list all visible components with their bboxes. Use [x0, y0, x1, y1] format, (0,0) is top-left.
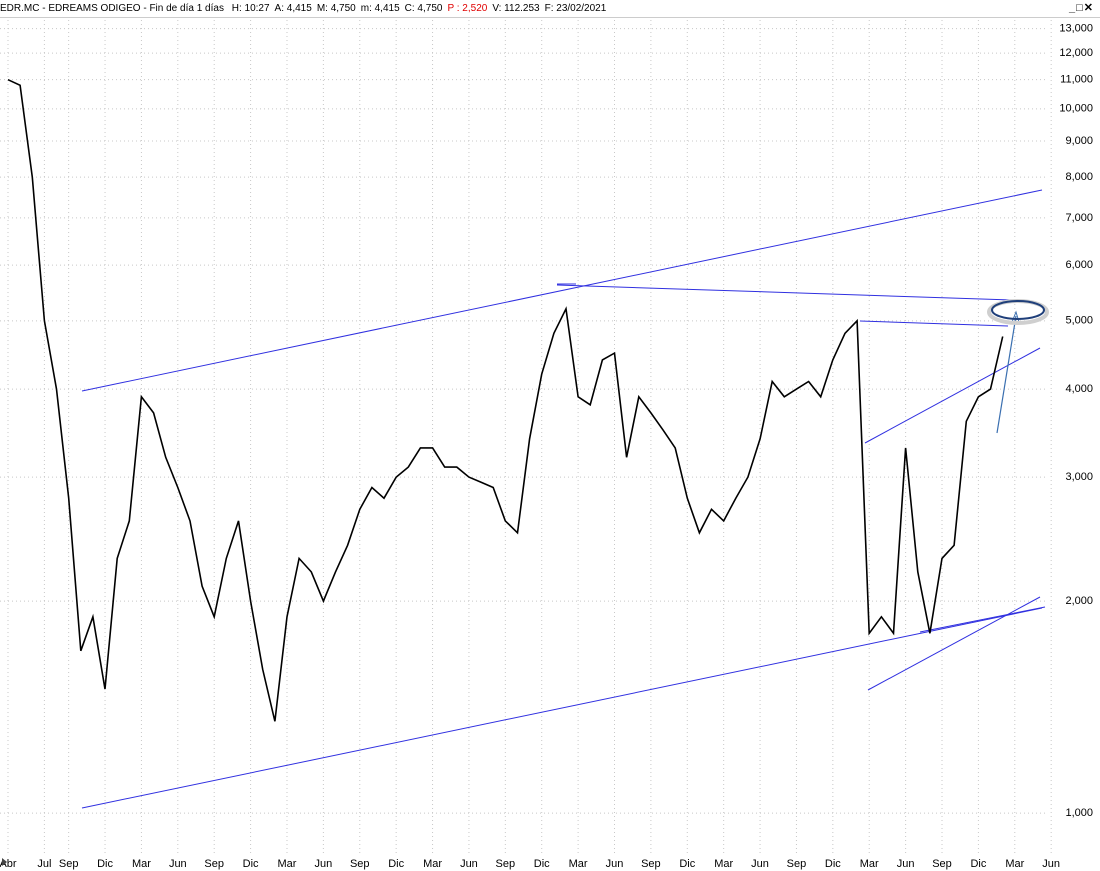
info-item: F: 23/02/2021 — [544, 3, 607, 14]
x-tick-label: Jun — [315, 858, 333, 870]
x-tick-label: Mar — [278, 858, 297, 870]
info-item: M: 4,750 — [316, 3, 356, 14]
y-tick-label: 8,000 — [1065, 171, 1093, 183]
x-tick-label: Jul — [37, 858, 51, 870]
highlight — [991, 300, 1045, 320]
x-tick-label: Dic — [825, 858, 841, 870]
x-tick-label: Jun — [897, 858, 915, 870]
x-tick-label: Sep — [59, 858, 79, 870]
x-tick-label: Sep — [204, 858, 224, 870]
info-item: m: 4,415 — [360, 3, 400, 14]
x-tick-label: Jun — [169, 858, 187, 870]
x-tick-label: Dic — [970, 858, 986, 870]
trendline — [556, 284, 1013, 301]
x-tick-label: Mar — [423, 858, 442, 870]
info-item: C: 4,750 — [404, 3, 443, 14]
y-tick-label: 9,000 — [1065, 135, 1093, 147]
info: H: 10:27 A: 4,415 M: 4,750 m: 4,415 C: 4,750… — [232, 3, 612, 14]
y-tick-label: 3,000 — [1065, 471, 1093, 483]
y-tick-label: 1,000 — [1065, 807, 1093, 819]
trendlines — [81, 189, 1049, 809]
x-tick-label: Jun — [751, 858, 769, 870]
x-tick-label: Sep — [496, 858, 516, 870]
y-tick-label: 7,000 — [1065, 212, 1093, 224]
x-tick-label: Jun — [606, 858, 624, 870]
trendline — [81, 607, 1043, 809]
y-tick-label: 11,000 — [1060, 74, 1093, 86]
x-tick-label: Mar — [569, 858, 588, 870]
x-tick-label: Sep — [787, 858, 807, 870]
y-tick-label: 13,000 — [1059, 22, 1093, 34]
x-tick-label: Dic — [679, 858, 695, 870]
x-tick-label: Sep — [932, 858, 952, 870]
x-tick-label: Mar — [714, 858, 733, 870]
y-tick-label: 2,000 — [1065, 595, 1093, 607]
info-item: P : 2,520 — [447, 3, 488, 14]
y-tick-label: 6,000 — [1065, 259, 1093, 271]
title: EDR.MC - EDREAMS ODIGEO - Fin de día 1 d… — [0, 3, 224, 14]
plot-area — [0, 20, 1045, 855]
window-buttons[interactable]: _□✕ — [1069, 2, 1094, 14]
trendline — [81, 189, 1043, 392]
arrow — [996, 315, 1017, 434]
x-tick-label: Mar — [132, 858, 151, 870]
x-tick-label: Dic — [534, 858, 550, 870]
x-tick-label: Jun — [1042, 858, 1060, 870]
x-tick-label: Sep — [350, 858, 370, 870]
y-tick-label: 10,000 — [1059, 103, 1093, 115]
trendline — [867, 596, 1041, 691]
x-tick-label: Sep — [641, 858, 661, 870]
trendline — [859, 320, 1009, 327]
trendline — [919, 606, 1046, 633]
x-tick-label: Dic — [388, 858, 404, 870]
scroll-arrow[interactable] — [2, 858, 7, 866]
x-tick-label: Mar — [1005, 858, 1024, 870]
title-bar: EDR.MC - EDREAMS ODIGEO - Fin de día 1 d… — [0, 0, 1100, 18]
y-tick-label: 12,000 — [1059, 47, 1093, 59]
x-tick-label: Jun — [460, 858, 478, 870]
x-tick-label: Dic — [243, 858, 259, 870]
y-tick-label: 4,000 — [1065, 383, 1093, 395]
info-item: H: 10:27 — [231, 3, 270, 14]
trendline — [864, 347, 1041, 444]
x-tick-label: Mar — [860, 858, 879, 870]
x-tick-label: Dic — [97, 858, 113, 870]
price-line — [7, 78, 1004, 722]
y-tick-label: 5,000 — [1065, 315, 1093, 327]
info-item: A: 4,415 — [274, 3, 312, 14]
info-item: V: 112.253 — [492, 3, 540, 14]
